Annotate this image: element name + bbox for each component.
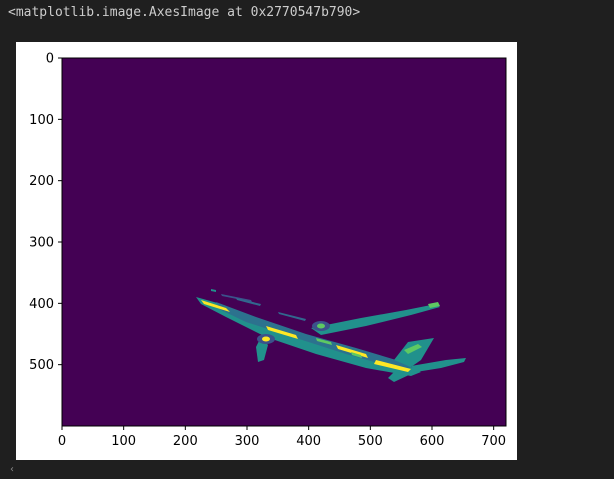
y-tick-label: 400	[29, 297, 54, 312]
x-tick-label: 700	[481, 434, 506, 449]
image-background	[62, 58, 506, 426]
y-tick-label: 0	[46, 52, 54, 67]
x-tick-label: 0	[58, 434, 66, 449]
x-tick-label: 200	[173, 434, 198, 449]
airplane-image	[196, 289, 466, 382]
output-repr-text: <matplotlib.image.AxesImage at 0x2770547…	[8, 5, 361, 20]
y-tick-label: 200	[29, 174, 54, 189]
x-tick-label: 100	[111, 434, 136, 449]
y-axis: 0 100 200 300 400 500	[29, 52, 62, 373]
x-axis: 0 100 200 300 400 500 600 700	[58, 426, 506, 449]
y-tick-label: 100	[29, 113, 54, 128]
x-tick-label: 500	[358, 434, 383, 449]
x-tick-label: 600	[420, 434, 445, 449]
y-tick-label: 300	[29, 236, 54, 251]
axes-image-svg: 0 100 200 300 400 500 600 700 0 100 200 300 400 500	[29, 52, 507, 449]
x-tick-label: 400	[296, 434, 321, 449]
x-tick-label: 300	[235, 434, 260, 449]
horizontal-scroll-left-arrow[interactable]: ‹	[10, 464, 14, 475]
matplotlib-figure: 0 100 200 300 400 500 600 700 0 100 200 300 400 500	[16, 42, 517, 460]
y-tick-label: 500	[29, 358, 54, 373]
